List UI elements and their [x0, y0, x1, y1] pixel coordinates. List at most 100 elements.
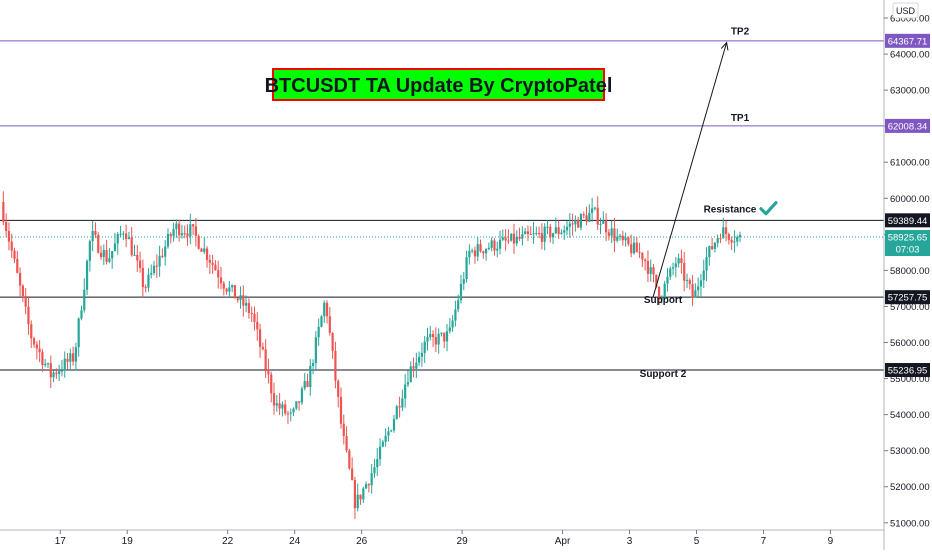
candle-body — [722, 227, 725, 239]
candle-body — [253, 313, 256, 322]
candle-body — [133, 254, 136, 256]
candle-body — [58, 371, 61, 374]
level-price-tag — [885, 213, 930, 228]
candle-body — [621, 235, 624, 241]
candle-body — [574, 220, 577, 225]
candle-body — [613, 228, 616, 241]
candle-body — [52, 372, 55, 378]
chart-title: BTCUSDT TA Update By CryptoPatel — [265, 68, 612, 101]
candle-body — [604, 220, 608, 233]
candle-body — [384, 435, 387, 442]
candle-body — [217, 270, 220, 278]
candle-body — [270, 374, 273, 394]
candle-body — [328, 316, 331, 333]
candle-body — [203, 248, 206, 252]
projection-arrow-head — [720, 41, 729, 51]
candle-body — [660, 297, 663, 300]
candle-body — [99, 252, 103, 258]
annotation-label[interactable]: Support — [644, 295, 683, 306]
projection-arrow[interactable] — [652, 42, 728, 298]
candle-body — [510, 233, 513, 241]
candle-body — [733, 241, 736, 243]
candle-body — [674, 263, 677, 268]
candle-body — [325, 302, 329, 317]
time-axis[interactable]: 17 19 22 24 26 29 Apr 3 5 7 9 — [55, 530, 834, 547]
candle-body — [688, 280, 691, 285]
currency-badge[interactable]: USD — [892, 2, 919, 19]
candle-body — [94, 231, 97, 235]
candle-body — [719, 238, 722, 240]
annotation-label[interactable]: Resistance — [704, 205, 757, 216]
current-price-label: 58925.65 — [888, 233, 928, 244]
time-tick-label: 24 — [289, 536, 301, 547]
candle-body — [373, 467, 376, 474]
candle-body — [418, 356, 421, 363]
candle-body — [426, 337, 429, 342]
candle-body — [638, 252, 641, 254]
candle-body — [551, 233, 555, 238]
candle-body — [83, 289, 86, 311]
candle-body — [147, 274, 150, 288]
candle-body — [166, 234, 170, 247]
candle-body — [278, 403, 281, 409]
candle-body — [158, 255, 161, 267]
candle-body — [406, 382, 410, 385]
candle-body — [320, 316, 323, 327]
annotation-label[interactable]: TP2 — [731, 26, 750, 37]
candle-body — [390, 430, 393, 432]
candle-body — [309, 365, 312, 388]
candle-body — [685, 280, 689, 282]
candle-body — [657, 286, 661, 300]
candle-body — [484, 249, 488, 254]
candle-body — [242, 295, 245, 306]
candle-body — [538, 233, 541, 235]
candle-body — [535, 233, 538, 235]
candle-body — [716, 238, 719, 243]
candle-body — [554, 227, 557, 234]
candle-body — [97, 234, 100, 253]
candle-body — [362, 488, 365, 500]
candle-body — [286, 413, 290, 415]
candle-body — [44, 363, 47, 366]
candle-body — [521, 234, 524, 239]
price-tick-label: 64000.00 — [890, 50, 930, 61]
candle-body — [585, 215, 588, 222]
candle-body — [482, 251, 485, 254]
candle-body — [571, 223, 574, 225]
candle-body — [415, 362, 418, 369]
price-axis-labels: 64367.71 62008.34 59389.44 57257.75 55236.95… — [885, 33, 930, 378]
candle-body — [239, 295, 242, 300]
level-price-label: 57257.75 — [888, 293, 928, 304]
candle-body — [420, 352, 424, 357]
candle-body — [298, 401, 301, 403]
candle-body — [412, 366, 415, 369]
annotation-label[interactable]: Support 2 — [640, 369, 687, 380]
candle-body — [21, 285, 24, 297]
candle-body — [599, 223, 602, 225]
candle-body — [671, 267, 675, 269]
candle-body — [367, 484, 370, 486]
candle-body — [63, 358, 66, 371]
candle-body — [261, 346, 264, 350]
candle-body — [738, 234, 742, 238]
annotation-label[interactable]: TP1 — [731, 113, 750, 124]
candle-body — [314, 337, 317, 364]
time-tick-label: Apr — [555, 536, 571, 547]
price-axis[interactable]: 51000.00 52000.00 53000.00 54000.00 55000.00… — [884, 14, 930, 530]
candle-body — [498, 239, 502, 249]
candle-body — [306, 381, 309, 388]
candle-body — [258, 329, 262, 347]
currency-label: USD — [896, 6, 916, 16]
candle-body — [105, 250, 108, 262]
candle-body — [635, 242, 638, 253]
candle-body — [281, 404, 284, 409]
price-tick-label: 58000.00 — [890, 266, 930, 277]
candle-body — [515, 236, 518, 244]
price-tick-label: 56000.00 — [890, 338, 930, 349]
candle-body — [49, 363, 52, 378]
candle-body — [284, 404, 287, 414]
candle-body — [189, 224, 192, 237]
candle-body — [365, 484, 368, 489]
candle-body — [702, 270, 705, 281]
